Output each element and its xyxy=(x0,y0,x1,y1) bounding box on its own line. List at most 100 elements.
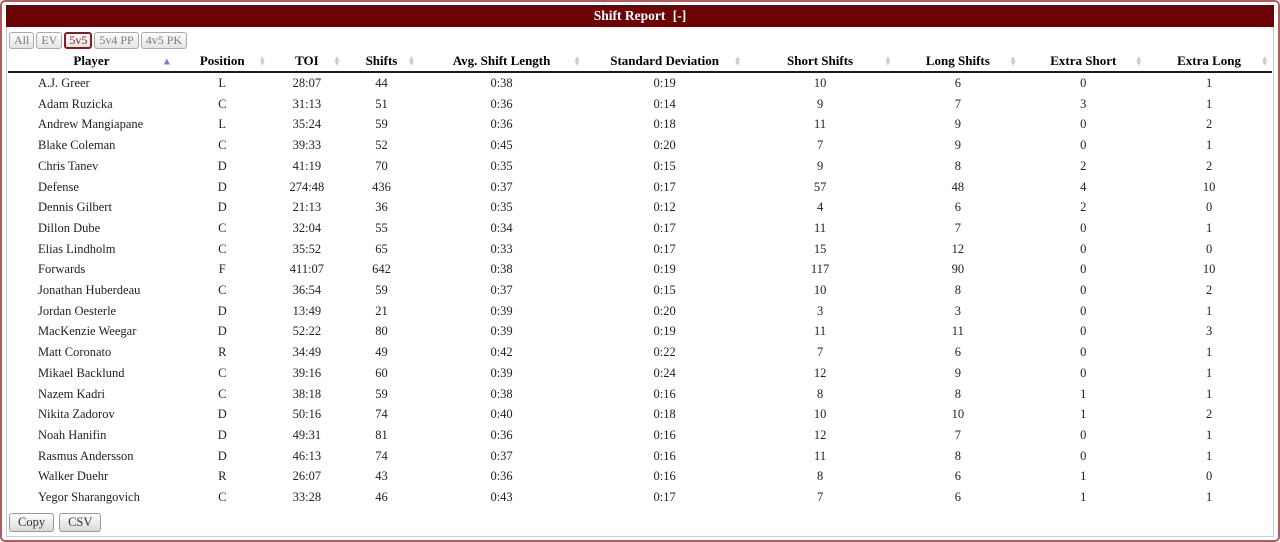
stat-cell-short-shifts: 11 xyxy=(814,324,827,339)
stat-cell-extra-short: 0 xyxy=(1080,345,1087,360)
stat-cell-standard-deviation: 0:15 xyxy=(653,158,676,173)
stat-cell-short-shifts: 9 xyxy=(816,158,824,173)
column-header-toi[interactable]: TOI ▲ ▼ xyxy=(269,51,345,73)
stat-cell-extra-long: 1 xyxy=(1205,220,1213,235)
player-name-cell: Defense xyxy=(38,179,79,194)
table-row: Noah Hanifin D 49:31 81 0:36 0:16 12 7 0 1 xyxy=(8,425,1272,446)
stat-cell-long-shifts: 8 xyxy=(954,283,961,298)
stat-cell-extra-short: 0 xyxy=(1080,117,1087,132)
player-name-cell: Jordan Oesterle xyxy=(38,303,117,318)
stat-cell-toi: 39:33 xyxy=(292,138,322,153)
stat-cell-avg-shift-length: 0:35 xyxy=(490,158,513,173)
column-header-short-shifts[interactable]: Short Shifts ▲ ▼ xyxy=(744,51,896,73)
copy-button[interactable]: Copy xyxy=(9,512,55,532)
filter-button-all[interactable]: All xyxy=(9,32,35,49)
stat-cell-standard-deviation: 0:14 xyxy=(653,96,676,111)
stat-cell-extra-short: 1 xyxy=(1080,490,1087,505)
table-row: Jordan Oesterle D 13:49 21 0:39 0:20 3 3 0 1 xyxy=(8,301,1272,322)
stat-cell-extra-long: 1 xyxy=(1205,427,1213,442)
player-name-cell: Mikael Backlund xyxy=(38,365,125,380)
column-header-long-shifts[interactable]: Long Shifts ▲ ▼ xyxy=(895,51,1021,73)
stat-cell-avg-shift-length: 0:38 xyxy=(490,386,513,401)
column-header-extra-short[interactable]: Extra Short ▲ ▼ xyxy=(1020,51,1147,73)
collapse-toggle[interactable]: [-] xyxy=(672,8,687,23)
stat-cell-position: D xyxy=(217,407,227,422)
stat-cell-avg-shift-length: 0:37 xyxy=(490,448,513,463)
stat-cell-long-shifts: 90 xyxy=(951,262,965,277)
player-name-cell: Nazem Kadri xyxy=(38,386,105,401)
stat-cell-long-shifts: 6 xyxy=(954,490,961,505)
filter-button-5v5[interactable]: 5v5 xyxy=(64,32,93,49)
filter-button-4v5-pk[interactable]: 4v5 PK xyxy=(140,32,188,49)
sort-icon: ▲ ▼ xyxy=(1262,55,1267,67)
stat-cell-position: L xyxy=(218,117,227,132)
sort-icon: ▲ ▼ xyxy=(1136,55,1142,67)
stat-cell-position: C xyxy=(218,138,227,153)
stat-cell-shifts: 59 xyxy=(375,386,388,401)
player-name-cell: Adam Ruzicka xyxy=(38,96,113,111)
column-header-shifts[interactable]: Shifts ▲ ▼ xyxy=(344,51,419,73)
stat-cell-toi: 50:16 xyxy=(292,407,322,422)
column-label: TOI xyxy=(295,53,319,68)
column-header-avg-shift-length[interactable]: Avg. Shift Length ▲ ▼ xyxy=(418,51,585,73)
stat-cell-extra-long: 1 xyxy=(1205,138,1213,153)
table-row: Yegor Sharangovich C 33:28 46 0:43 0:17 7 6 1 1 xyxy=(8,487,1272,508)
column-header-player[interactable]: Player ▲ xyxy=(8,51,175,73)
csv-button[interactable]: CSV xyxy=(59,512,102,532)
stat-cell-short-shifts: 10 xyxy=(813,76,827,90)
stat-cell-avg-shift-length: 0:42 xyxy=(490,345,513,360)
stat-cell-position: R xyxy=(218,345,227,360)
sort-icon: ▲ ▼ xyxy=(735,55,740,67)
stat-cell-standard-deviation: 0:12 xyxy=(653,200,676,215)
stat-cell-extra-short: 0 xyxy=(1080,262,1087,277)
stat-cell-standard-deviation: 0:17 xyxy=(653,220,676,235)
column-label: Short Shifts xyxy=(787,53,854,68)
stat-cell-position: D xyxy=(217,179,227,194)
stat-cell-standard-deviation: 0:15 xyxy=(653,283,676,298)
stat-cell-long-shifts: 6 xyxy=(954,200,961,215)
sort-icon: ▲ ▼ xyxy=(409,55,414,67)
player-name-cell: Walker Duehr xyxy=(38,469,109,484)
stat-cell-extra-long: 0 xyxy=(1205,469,1213,484)
stat-cell-shifts: 74 xyxy=(375,407,388,422)
report-content: All EV 5v5 5v4 PP 4v5 PK Player ▲ Position ▲ ▼ TO… xyxy=(6,27,1274,537)
stat-cell-extra-long: 0 xyxy=(1205,241,1213,256)
table-row: Nazem Kadri C 38:18 59 0:38 0:16 8 8 1 1 xyxy=(8,384,1272,405)
stat-cell-standard-deviation: 0:16 xyxy=(653,469,676,484)
stat-cell-short-shifts: 8 xyxy=(816,469,824,484)
stat-cell-avg-shift-length: 0:37 xyxy=(490,283,513,298)
stat-cell-shifts: 59 xyxy=(375,117,388,132)
table-row: Jonathan Huberdeau C 36:54 59 0:37 0:15 10 8 0 2 xyxy=(8,280,1272,301)
stat-cell-extra-short: 0 xyxy=(1080,138,1087,153)
column-header-extra-long[interactable]: Extra Long ▲ ▼ xyxy=(1146,51,1272,73)
player-name-cell: Rasmus Andersson xyxy=(38,448,134,463)
column-header-standard-deviation[interactable]: Standard Deviation ▲ ▼ xyxy=(584,51,745,73)
stat-cell-extra-short: 4 xyxy=(1080,179,1087,194)
stat-cell-short-shifts: 57 xyxy=(813,179,827,194)
column-label: Shifts xyxy=(365,53,398,68)
filter-button-ev[interactable]: EV xyxy=(36,32,63,49)
stat-cell-toi: 49:31 xyxy=(292,427,322,442)
player-name-cell: Matt Coronato xyxy=(38,345,112,360)
page-title: Shift Report xyxy=(593,8,666,23)
export-bar: Copy CSV xyxy=(8,508,1272,537)
stat-cell-extra-short: 0 xyxy=(1080,241,1087,256)
stat-cell-position: D xyxy=(217,200,227,215)
stat-cell-avg-shift-length: 0:43 xyxy=(490,490,513,505)
stat-cell-extra-short: 0 xyxy=(1080,427,1087,442)
stat-cell-extra-short: 0 xyxy=(1080,324,1087,339)
stat-cell-short-shifts: 7 xyxy=(816,138,824,153)
stat-cell-long-shifts: 7 xyxy=(954,427,961,442)
table-row: Nikita Zadorov D 50:16 74 0:40 0:18 10 10 1 2 xyxy=(8,404,1272,425)
stat-cell-shifts: 81 xyxy=(375,427,388,442)
filter-button-5v4-pp[interactable]: 5v4 PP xyxy=(94,32,139,49)
player-name-cell: Jonathan Huberdeau xyxy=(38,283,141,298)
stat-cell-standard-deviation: 0:19 xyxy=(653,76,676,90)
stat-cell-extra-short: 0 xyxy=(1080,76,1087,90)
stat-cell-position: F xyxy=(218,262,226,277)
stat-cell-long-shifts: 8 xyxy=(954,448,961,463)
column-header-position[interactable]: Position ▲ ▼ xyxy=(174,51,270,73)
sort-icon: ▲ ▼ xyxy=(1010,55,1016,67)
stat-cell-position: D xyxy=(217,324,227,339)
stat-cell-avg-shift-length: 0:34 xyxy=(490,220,513,235)
